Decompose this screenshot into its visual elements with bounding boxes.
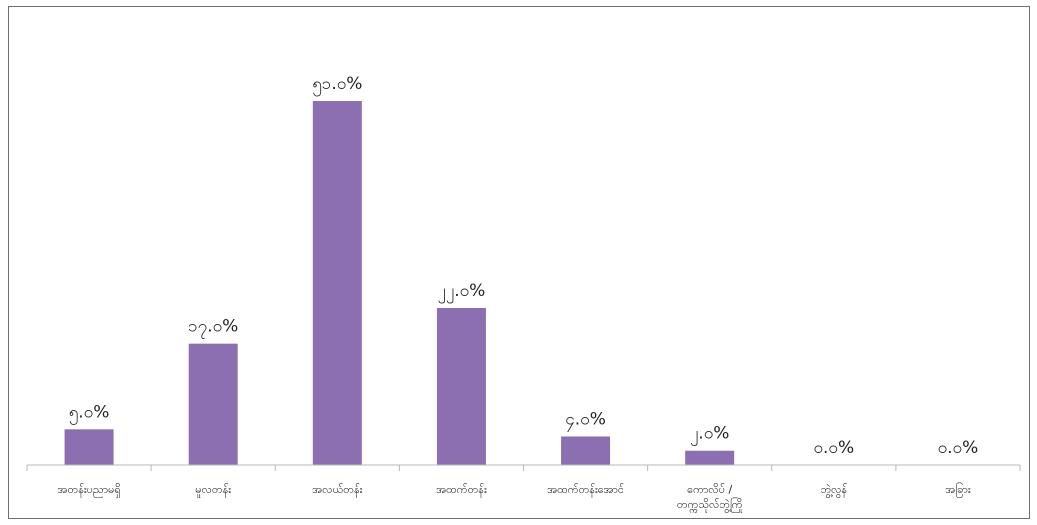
category-label: အခြား xyxy=(945,482,971,498)
bar xyxy=(685,450,735,465)
value-label: ၂.၀% xyxy=(690,424,729,447)
value-label: ၅.၀% xyxy=(69,402,110,425)
value-label: ၅၁.၀% xyxy=(312,74,362,97)
category-label: ဘွဲ့လွန် xyxy=(821,483,848,498)
bar xyxy=(188,343,238,465)
value-label: ၄.၀% xyxy=(565,409,606,432)
value-labels-layer: ၅.၀% ၁၇.၀% ၅၁.၀% ၂၂.၀% ၄.၀% ၂.၀% ၀.၀% ၀.၀% xyxy=(69,74,979,458)
value-label: ၂၂.၀% xyxy=(438,281,486,304)
category-label: ကောလိပ် / xyxy=(687,483,732,496)
category-labels-layer: အတန်းပညာမရှိ မူလတန်း အလယ်တန်း အထက်တန်း အထက်တ… xyxy=(57,482,970,513)
category-label: မူလတန်း xyxy=(195,483,231,498)
bar xyxy=(561,436,611,465)
value-label: ၀.၀% xyxy=(938,438,979,458)
category-label: တက္ကသိုလ်ဘွဲ့ကြို xyxy=(677,497,743,513)
category-label: အထက်တန်းအောင် xyxy=(547,483,624,498)
category-label: အတန်းပညာမရှိ xyxy=(57,483,120,498)
bar xyxy=(436,307,486,465)
category-label: အထက်တန်း xyxy=(436,483,487,498)
bar xyxy=(312,101,362,465)
category-label: အလယ်တန်း xyxy=(312,483,362,498)
chart-frame xyxy=(8,6,1030,519)
value-label: ၁၇.၀% xyxy=(188,317,238,340)
value-label: ၀.၀% xyxy=(813,438,854,458)
x-axis-ticks xyxy=(26,465,1021,471)
bar xyxy=(64,429,114,465)
bars-layer xyxy=(64,101,735,465)
